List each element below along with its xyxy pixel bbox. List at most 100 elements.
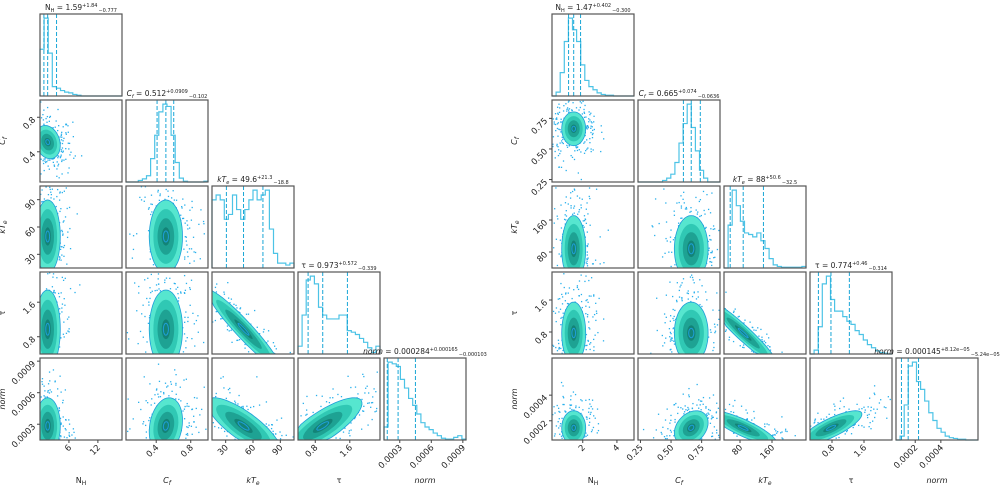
sample-point [709,260,711,263]
sample-point [734,308,736,310]
sample-point [193,421,195,423]
sample-point [585,399,587,401]
sample-point [585,333,588,336]
sample-point [886,417,888,419]
panel-frame [637,271,721,355]
sample-point [362,373,364,375]
sample-point [688,396,690,398]
histogram-panel-2: kTe = 49.6+21.3−18.8 [211,175,295,269]
sample-point [565,293,567,295]
sample-point [559,423,562,425]
sample-point [554,113,557,115]
sample-point [868,413,870,416]
density-panel-3-2 [723,271,807,355]
sample-point [230,329,232,332]
sample-point [560,204,562,206]
sample-point [56,395,59,397]
contour-inner-line [45,139,51,146]
sample-point [185,282,188,285]
sample-point [743,346,745,349]
sample-point [146,341,148,343]
sample-point [214,286,217,289]
sample-point [144,279,146,281]
sample-point [165,277,168,279]
sample-point [575,147,578,149]
sample-point [681,300,683,302]
sample-point [229,302,231,304]
sample-point [65,187,67,189]
sample-point [361,398,363,401]
y-tick-label: 0.8 [21,335,38,352]
sample-point [870,428,872,430]
sample-point [864,409,866,411]
sample-point [652,226,654,228]
sample-point [589,197,591,200]
sample-point [68,434,70,436]
sample-point [128,338,130,340]
sample-point [560,435,563,437]
x-tick-label: 0.4 [145,443,162,460]
sample-point [41,381,43,383]
sample-point [59,257,61,259]
sample-point [711,251,713,254]
sample-point [150,213,152,216]
sample-point [200,209,202,211]
sample-point [242,405,244,408]
sample-point [43,109,45,111]
sample-point [714,228,716,230]
sample-point [54,292,56,294]
sample-point [687,292,690,295]
sample-point [814,419,816,421]
sample-point [575,146,577,148]
sample-point [579,106,581,109]
sample-point [669,236,672,238]
sample-point [711,192,713,194]
sample-point [183,274,186,277]
sample-point [583,142,585,144]
panel-frame [551,271,635,355]
sample-point [835,437,837,439]
sample-point [205,428,207,430]
panel-title: Cf = 0.665+0.074−0.0636 [639,89,720,100]
sample-point [186,224,189,226]
sample-point [76,213,78,215]
sample-point [566,146,569,148]
sample-point [140,408,142,411]
sample-point [144,186,147,188]
sample-point [683,191,685,193]
contour-level-4 [161,227,170,246]
sample-point [192,236,195,238]
sample-point [598,297,600,300]
sample-point [583,436,586,438]
sample-point [42,159,44,162]
sample-point [669,340,672,342]
sample-point [675,318,677,320]
sample-point [193,323,195,325]
sample-point [157,273,160,275]
sample-point [223,293,226,295]
sample-point [57,129,59,132]
sample-point [45,288,48,290]
sample-point [256,376,258,378]
sample-point [59,438,61,440]
sample-point [238,394,240,397]
sample-point [151,211,153,213]
sample-point [148,304,150,306]
sample-point [61,307,63,309]
sample-point [172,190,174,192]
sample-point [56,195,58,198]
sample-point [568,287,571,289]
sample-point [716,417,718,420]
sample-point [752,351,755,353]
sample-point [48,371,51,373]
sample-point [669,336,671,338]
sample-point [247,351,250,353]
sample-point [302,402,304,405]
sample-point [175,382,177,385]
sample-point [671,339,673,342]
sample-point [590,411,592,414]
sample-point [565,196,567,198]
sample-point [715,412,717,414]
panel-title: kTe = 49.6+21.3−18.8 [217,175,288,186]
